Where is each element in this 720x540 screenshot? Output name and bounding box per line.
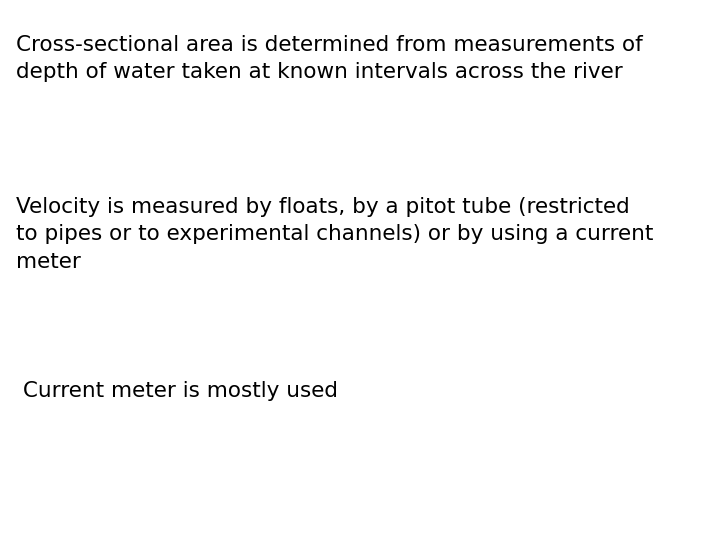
Text: Cross-sectional area is determined from measurements of
depth of water taken at : Cross-sectional area is determined from … xyxy=(16,35,642,82)
Text: Velocity is measured by floats, by a pitot tube (restricted
to pipes or to exper: Velocity is measured by floats, by a pit… xyxy=(16,197,653,272)
Text: Current meter is mostly used: Current meter is mostly used xyxy=(16,381,338,401)
